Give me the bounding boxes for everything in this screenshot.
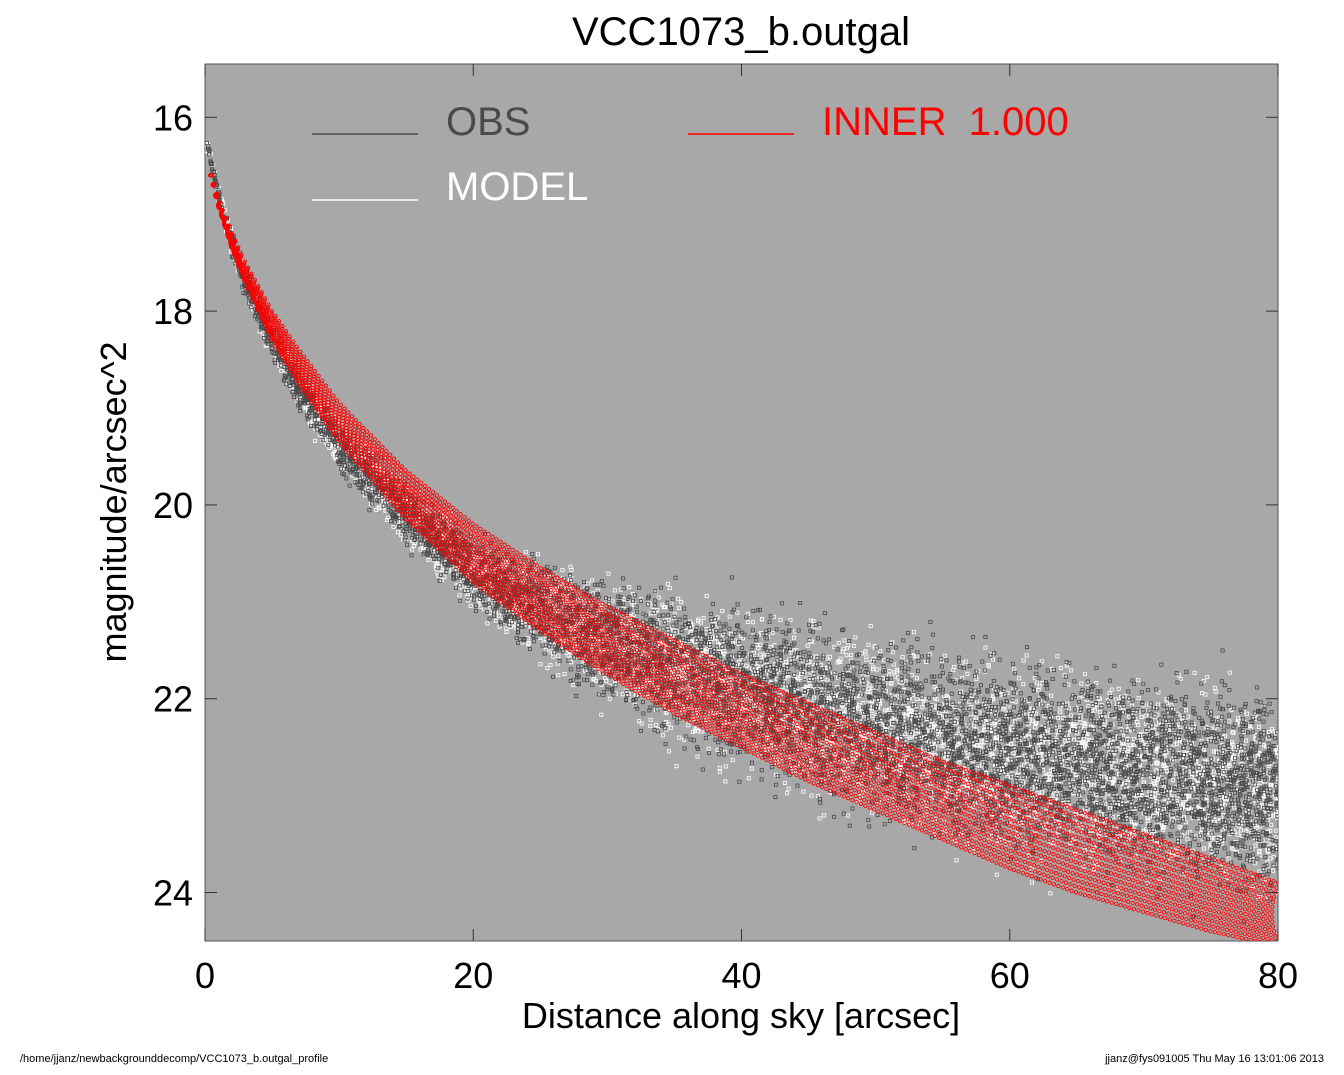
chart-title: VCC1073_b.outgal	[572, 10, 910, 54]
model-point	[1069, 668, 1074, 673]
model-point	[667, 749, 672, 754]
model-point	[1213, 689, 1218, 694]
model-point	[889, 716, 894, 721]
model-point	[1201, 679, 1206, 684]
model-point	[685, 686, 690, 691]
model-point	[1155, 712, 1160, 717]
model-point	[786, 786, 791, 791]
model-point	[1227, 670, 1232, 675]
model-point	[1055, 654, 1060, 659]
model-point	[792, 635, 797, 640]
model-point	[1021, 682, 1026, 687]
model-point	[636, 719, 641, 724]
model-point	[749, 766, 754, 771]
points-layer	[205, 141, 1278, 941]
model-point	[620, 692, 625, 697]
model-point	[1231, 730, 1236, 735]
model-point	[939, 702, 944, 707]
model-point	[801, 659, 806, 664]
